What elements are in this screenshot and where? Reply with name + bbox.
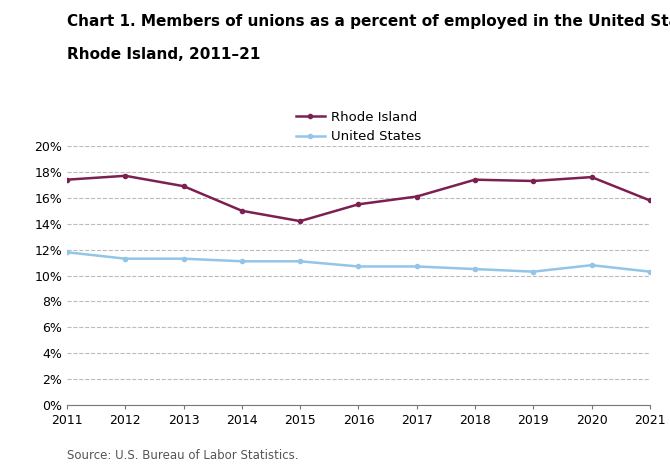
United States (121, 256, 129, 261)
Rhode Island (413, 194, 421, 199)
Rhode Island (238, 208, 246, 214)
Text: Chart 1. Members of unions as a percent of employed in the United States and: Chart 1. Members of unions as a percent … (67, 14, 670, 29)
United States (471, 266, 479, 272)
United States (296, 259, 304, 264)
Rhode Island (588, 174, 596, 180)
United States (413, 264, 421, 269)
Rhode Island (646, 198, 654, 203)
Rhode Island (354, 202, 362, 207)
Rhode Island (63, 177, 71, 183)
Rhode Island (471, 177, 479, 183)
United States (63, 249, 71, 255)
United States (354, 264, 362, 269)
United States (238, 259, 246, 264)
Rhode Island (121, 173, 129, 179)
Legend: Rhode Island, United States: Rhode Island, United States (290, 106, 427, 149)
Rhode Island (180, 183, 188, 189)
United States (529, 269, 537, 275)
Rhode Island (529, 178, 537, 184)
United States (646, 269, 654, 275)
Text: Rhode Island, 2011–21: Rhode Island, 2011–21 (67, 47, 261, 62)
United States (588, 262, 596, 268)
Line: Rhode Island: Rhode Island (65, 174, 652, 223)
Rhode Island (296, 219, 304, 224)
United States (180, 256, 188, 261)
Text: Source: U.S. Bureau of Labor Statistics.: Source: U.S. Bureau of Labor Statistics. (67, 448, 299, 462)
Line: United States: United States (65, 250, 652, 274)
